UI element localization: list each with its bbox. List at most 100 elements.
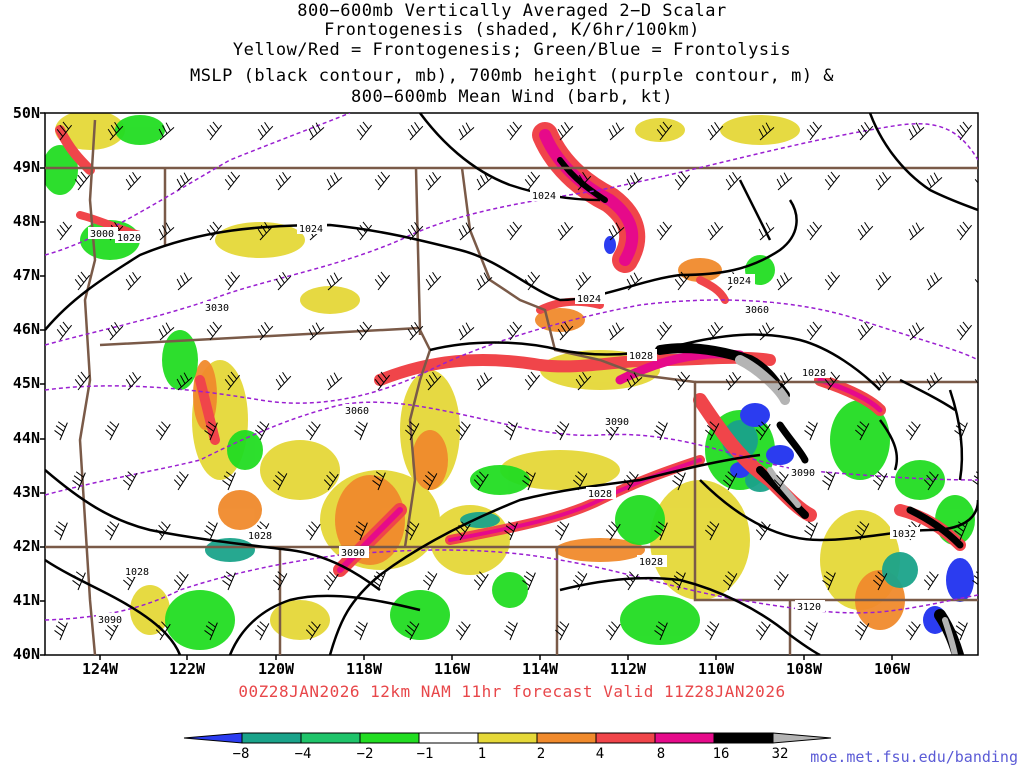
colorbar-segment (713, 732, 774, 744)
credit-link[interactable]: moe.met.fsu.edu/banding (810, 748, 1018, 766)
wind-barb (956, 221, 973, 241)
mslp-label-text: 1028 (248, 531, 272, 542)
wind-barb (905, 621, 921, 641)
wind-barb (875, 171, 892, 191)
wind-barb (974, 271, 978, 291)
height-label-text: 3090 (791, 468, 815, 479)
wind-barb (125, 271, 142, 291)
wind-barb (705, 621, 720, 641)
mslp-label-text: 1028 (588, 489, 612, 500)
height-label-text: 3090 (605, 417, 629, 428)
wind-barb (656, 221, 673, 241)
wind-barb (323, 571, 339, 591)
wind-barb (908, 122, 925, 141)
mslp-label: 1020 (115, 231, 145, 244)
mslp-label: 1028 (627, 349, 657, 362)
wind-barb (224, 371, 241, 391)
wind-barb (155, 421, 171, 441)
wind-barb (758, 222, 775, 241)
wind-barb (905, 421, 921, 441)
wind-barb (806, 321, 823, 341)
height-label-text: 3090 (341, 548, 365, 559)
wind-barb (822, 471, 836, 491)
wind-barb (608, 322, 625, 341)
height-label: 3030 (203, 301, 233, 314)
mslp-label-text: 1028 (629, 351, 653, 362)
mslp-label: 1024 (725, 274, 755, 287)
lat-label: 49N (12, 158, 40, 176)
lat-label: 43N (12, 483, 40, 501)
wind-barb (305, 621, 321, 641)
colorbar-segment (595, 732, 656, 744)
wind-barb (672, 571, 686, 591)
wind-barb (857, 221, 874, 241)
wind-barb (407, 321, 424, 341)
wind-barb (855, 621, 870, 641)
wind-barb (56, 221, 73, 241)
wind-barb (855, 521, 870, 541)
wind-barb (275, 271, 292, 291)
wind-barb (972, 571, 978, 591)
title-line-4: MSLP (black contour, mb), 700mb height (… (189, 66, 835, 86)
wind-barb (956, 321, 973, 341)
wind-barb (407, 221, 424, 241)
wind-barb (674, 371, 691, 391)
wind-barb (323, 471, 339, 491)
wind-barb (158, 222, 175, 241)
wind-barb (423, 471, 438, 491)
wind-barb (72, 571, 86, 591)
wind-barb (224, 171, 241, 191)
wind-barb (476, 372, 493, 391)
wind-barb (257, 321, 274, 341)
wind-barb (705, 521, 720, 541)
wind-barb (74, 371, 91, 391)
lat-label: 48N (12, 212, 40, 230)
wind-barb (776, 372, 793, 391)
lon-label: 108W (785, 660, 823, 678)
colorbar-segment (359, 732, 420, 744)
wind-barb (755, 621, 771, 641)
colorbar-label: 4 (595, 746, 605, 762)
contour-labels: 1024 1024 1024 1024 1020 1028 1028 1028 … (88, 189, 920, 626)
wind-barb (806, 221, 823, 241)
wind-barb (125, 371, 142, 391)
wind-barb (506, 221, 523, 241)
wind-barb (776, 172, 793, 191)
wind-barb (573, 571, 588, 591)
wind-barb (707, 321, 724, 341)
wind-barb (857, 121, 874, 141)
wind-barb (875, 271, 892, 291)
wind-barb (206, 321, 223, 341)
wind-barb (458, 322, 475, 341)
wind-barb (354, 521, 368, 541)
wind-barb (372, 471, 386, 491)
wind-barb (255, 421, 270, 441)
wind-barb (105, 621, 120, 641)
wind-barb (423, 571, 438, 591)
wind-barb (873, 471, 888, 491)
colorbar-label: 8 (656, 746, 666, 762)
lon-label: 110W (697, 660, 735, 678)
wind-barb (623, 471, 639, 491)
wind-barb (458, 222, 475, 241)
wind-barb (804, 621, 818, 641)
wind-barb (575, 271, 592, 291)
mslp-label: 1024 (575, 292, 605, 305)
wind-barb (822, 571, 836, 591)
wind-barb (557, 321, 574, 341)
wind-barb (173, 471, 189, 491)
wind-barb (105, 521, 120, 541)
wind-barb (176, 272, 193, 291)
wind-barb (54, 621, 68, 641)
wind-barb (275, 171, 292, 191)
height-label-text: 3120 (797, 602, 821, 613)
wind-barb (74, 271, 91, 291)
wind-barb (407, 121, 424, 141)
mslp-label: 1024 (297, 222, 327, 235)
wind-barb (123, 571, 138, 591)
lat-label: 46N (12, 320, 40, 338)
mslp-label-text: 1028 (802, 368, 826, 379)
wind-barb (204, 521, 218, 541)
wind-barb (908, 222, 925, 241)
wind-barb (176, 372, 193, 391)
